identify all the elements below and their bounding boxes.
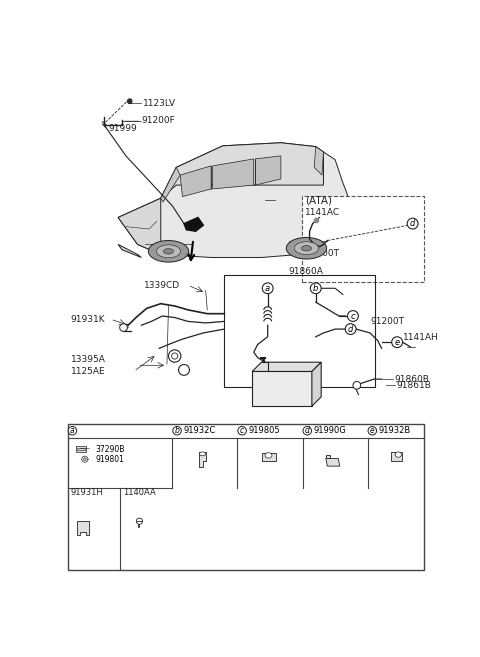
Polygon shape: [184, 217, 204, 231]
Circle shape: [311, 283, 321, 294]
Bar: [302, 196, 424, 282]
Polygon shape: [180, 166, 211, 196]
Polygon shape: [199, 451, 206, 467]
Ellipse shape: [200, 452, 206, 456]
Polygon shape: [77, 447, 85, 450]
Text: d: d: [348, 325, 353, 334]
Text: 37290B: 37290B: [96, 445, 125, 454]
Polygon shape: [252, 371, 312, 406]
Polygon shape: [326, 455, 330, 459]
Circle shape: [368, 426, 377, 435]
Circle shape: [353, 382, 360, 389]
Circle shape: [407, 218, 418, 229]
Circle shape: [173, 426, 181, 435]
Text: 919801: 919801: [96, 455, 124, 464]
Text: 91200F: 91200F: [142, 116, 175, 125]
Circle shape: [303, 426, 312, 435]
Ellipse shape: [395, 452, 401, 457]
Text: e: e: [395, 338, 400, 347]
Ellipse shape: [156, 245, 180, 258]
Circle shape: [348, 311, 359, 321]
Text: 1123LV: 1123LV: [143, 99, 176, 108]
Text: 91931H: 91931H: [71, 488, 104, 497]
Text: 1141AH: 1141AH: [403, 333, 438, 342]
Polygon shape: [118, 244, 142, 258]
Text: c: c: [240, 426, 244, 435]
Text: 91861B: 91861B: [396, 381, 431, 390]
Text: 91990G: 91990G: [313, 426, 346, 435]
Text: 1339CD: 1339CD: [144, 281, 180, 290]
Bar: [224, 275, 375, 387]
Circle shape: [68, 426, 77, 435]
Polygon shape: [262, 453, 276, 461]
Circle shape: [392, 337, 403, 348]
Polygon shape: [161, 143, 324, 198]
Text: 91200T: 91200T: [305, 249, 339, 258]
Ellipse shape: [148, 240, 189, 262]
Text: 91931K: 91931K: [71, 315, 106, 324]
Polygon shape: [75, 446, 86, 451]
Polygon shape: [391, 451, 402, 461]
Circle shape: [345, 324, 356, 334]
Text: 91860A: 91860A: [288, 267, 323, 276]
Ellipse shape: [294, 242, 319, 255]
Text: d: d: [410, 219, 415, 228]
Text: b: b: [175, 426, 180, 435]
Polygon shape: [252, 362, 321, 371]
Text: b: b: [313, 284, 318, 293]
Circle shape: [136, 518, 143, 524]
Polygon shape: [77, 521, 89, 535]
Text: 91999: 91999: [109, 124, 138, 133]
Circle shape: [82, 456, 88, 463]
Text: (ATA): (ATA): [305, 196, 332, 206]
Polygon shape: [326, 459, 340, 466]
Circle shape: [168, 350, 181, 362]
Text: 91200T: 91200T: [370, 317, 404, 326]
Ellipse shape: [301, 246, 312, 251]
Text: 91932C: 91932C: [183, 426, 216, 435]
Polygon shape: [255, 156, 281, 185]
Text: c: c: [350, 311, 355, 321]
Polygon shape: [118, 198, 161, 254]
Polygon shape: [161, 168, 180, 202]
Text: 91932B: 91932B: [379, 426, 411, 435]
Text: a: a: [70, 426, 75, 435]
Text: a: a: [265, 284, 270, 293]
Circle shape: [262, 283, 273, 294]
Circle shape: [129, 100, 131, 102]
Text: 1141AC: 1141AC: [305, 208, 340, 217]
Polygon shape: [314, 147, 324, 175]
Circle shape: [120, 324, 127, 331]
Text: 91860B: 91860B: [395, 374, 430, 384]
Text: 13395A: 13395A: [71, 355, 106, 363]
Text: d: d: [305, 426, 310, 435]
Ellipse shape: [265, 453, 272, 458]
Polygon shape: [213, 159, 254, 189]
Text: e: e: [370, 426, 375, 435]
Circle shape: [83, 458, 86, 461]
Ellipse shape: [286, 237, 326, 259]
Polygon shape: [118, 143, 348, 258]
Circle shape: [179, 365, 190, 375]
Circle shape: [127, 99, 132, 104]
Circle shape: [172, 353, 178, 359]
Text: 1125AE: 1125AE: [71, 367, 106, 376]
Bar: [68, 424, 424, 570]
Circle shape: [238, 426, 246, 435]
Text: 919805: 919805: [248, 426, 280, 435]
Text: 1140AA: 1140AA: [123, 488, 156, 497]
Polygon shape: [312, 362, 321, 406]
Ellipse shape: [164, 248, 174, 254]
